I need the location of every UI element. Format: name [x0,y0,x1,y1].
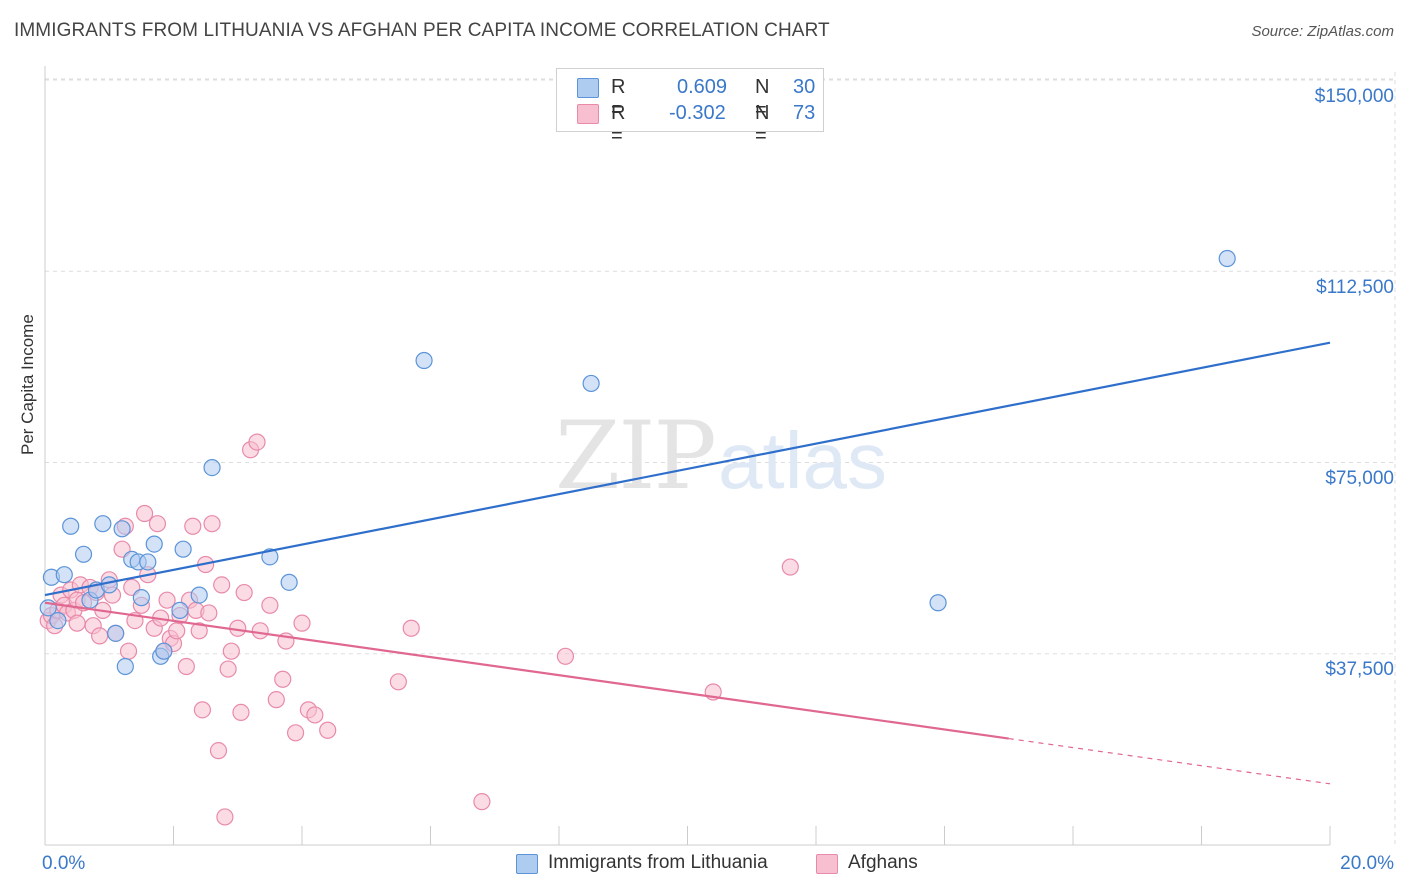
legend-r-label: R = [611,102,626,147]
axes [44,66,1331,846]
chart-title: IMMIGRANTS FROM LITHUANIA VS AFGHAN PER … [14,20,830,41]
trend-lines [44,341,1331,785]
afghans-point [203,515,221,533]
legend-swatch-blue [577,78,599,98]
bottom-legend-label: Immigrants from Lithuania [548,852,768,873]
lithuania-point [145,535,163,553]
lithuania-point [116,657,134,676]
series-lithuania-points [39,249,1236,676]
afghans-point [168,622,186,640]
x-tick-label: 0.0% [42,853,86,874]
lithuania-point [415,351,433,370]
lithuania-point [203,459,221,477]
afghans-point [91,627,109,645]
watermark-zip: ZIP [555,402,715,511]
afghans-point [261,596,279,614]
afghans-point [473,793,491,811]
legend-swatch-pink [816,854,838,874]
legend-swatch-blue [516,854,538,874]
afghans-point [781,558,799,576]
afghans-point [68,614,86,632]
afghans-point [389,673,407,691]
lithuania-point [1218,249,1236,268]
lithuania-point [100,576,118,594]
source-note: Source: ZipAtlas.com [1251,23,1394,40]
lithuania-point [171,601,189,620]
afghans-point [267,691,285,709]
lithuania-point [49,611,67,630]
y-tick-label: $75,000 [1325,468,1394,489]
afghans-point [158,591,176,609]
trend-line-lithuania [44,341,1331,597]
afghans-point [306,706,324,724]
legend-n-value: 73 [793,102,816,124]
lithuania-point [107,624,125,642]
afghans-point [235,583,253,602]
lithuania-point [261,548,279,566]
afghans-point [200,604,218,622]
legend-n-label: N = [755,76,770,121]
afghans-point [556,647,575,665]
lithuania-point [62,517,80,535]
lithuania-point [139,553,157,571]
afghans-point [232,703,250,722]
lithuania-point [132,589,150,607]
afghans-point [274,670,292,688]
trend-line-afghans [44,601,1009,740]
lithuania-point [94,515,112,533]
afghans-point [216,808,234,826]
afghans-point [209,742,228,760]
afghans-point [293,614,311,632]
lithuania-point [55,566,73,584]
legend-swatch-pink [577,104,599,124]
afghans-point [286,724,305,742]
legend-r-label: R = [611,76,626,121]
lithuania-point [280,573,298,591]
afghans-point [402,619,420,637]
afghans-point [119,642,138,660]
lithuania-point [174,540,192,558]
y-axis-label: Per Capita Income [18,314,37,455]
afghans-point [148,515,167,533]
legend-n-value: 30 [793,76,816,98]
lithuania-point [113,520,131,538]
y-tick-label: $150,000 [1314,86,1394,107]
afghans-point [213,576,231,594]
afghans-point [248,433,266,451]
lithuania-point [155,642,173,660]
afghans-point [222,642,240,660]
correlation-legend: R = 0.609 N = 30 R = -0.302 N = 73 [556,68,824,147]
legend-r-value: -0.302 [669,102,726,124]
lithuania-point [929,594,947,612]
bottom-legend-label: Afghans [848,852,918,873]
trend-line-afghans-extension [1008,737,1331,785]
lithuania-point [582,374,600,393]
afghans-point [251,622,269,640]
afghans-point [190,622,208,640]
lithuania-point [190,586,208,604]
afghans-point [135,504,154,523]
afghans-point [177,657,195,676]
x-tick-label: 20.0% [1340,853,1394,874]
legend-n-label: N = [755,102,770,147]
y-tick-label: $112,500 [1316,277,1394,298]
lithuania-point [74,545,93,563]
y-tick-label: $37,500 [1325,659,1394,680]
watermark-atlas: atlas [718,416,887,505]
afghans-point [219,660,237,678]
watermark: ZIP atlas [555,402,887,511]
legend-r-value: 0.609 [677,76,728,98]
afghans-point [184,517,202,535]
afghans-point [193,701,212,719]
afghans-point [319,721,337,739]
